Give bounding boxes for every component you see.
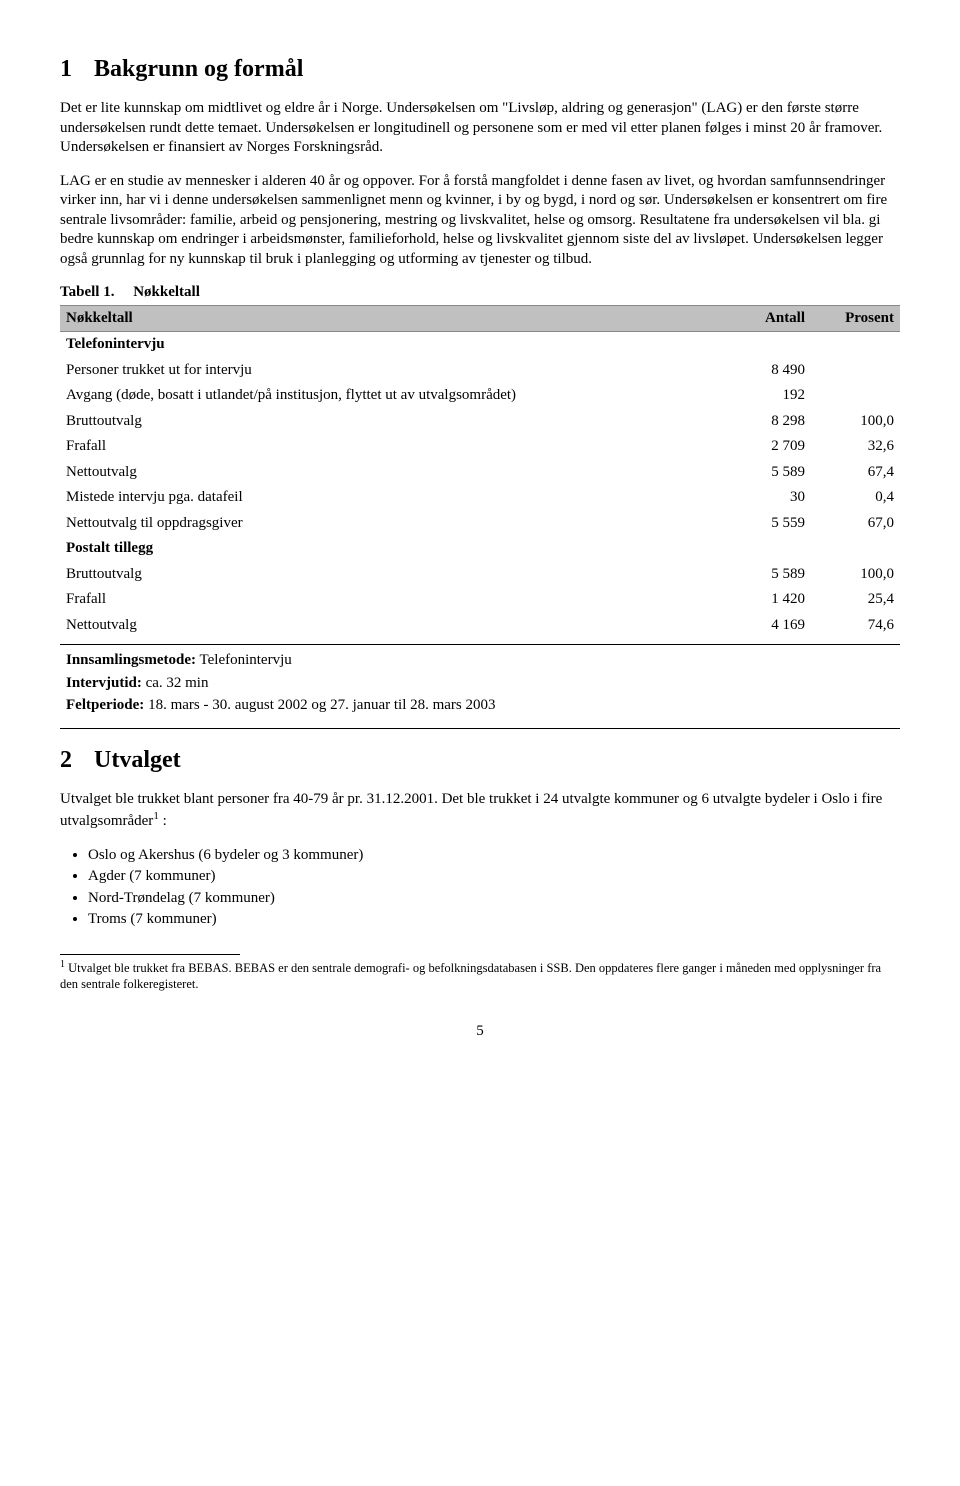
table1-caption: Tabell 1. Nøkkeltall xyxy=(60,283,900,303)
section2-heading: 2 Utvalget xyxy=(60,745,900,776)
table-row: Avgang (døde, bosatt i utlandet/på insti… xyxy=(60,383,900,409)
table-row: Bruttoutvalg8 298100,0 xyxy=(60,409,900,435)
method-line: Innsamlingsmetode: Telefonintervju xyxy=(66,651,894,671)
cell-label: Nettoutvalg xyxy=(60,613,735,639)
cell-antall: 8 490 xyxy=(735,358,811,384)
cell-label: Nettoutvalg til oppdragsgiver xyxy=(60,511,735,537)
section2-number: 2 xyxy=(60,745,88,776)
table-row: Personer trukket ut for intervju8 490 xyxy=(60,358,900,384)
col-antall: Antall xyxy=(735,305,811,332)
table-row: Mistede intervju pga. datafeil300,4 xyxy=(60,485,900,511)
list-item: Agder (7 kommuner) xyxy=(88,867,900,887)
group2-title: Postalt tillegg xyxy=(60,536,900,562)
table-row: Nettoutvalg4 16974,6 xyxy=(60,613,900,639)
method-value: Telefonintervju xyxy=(200,652,292,668)
section2-para1: Utvalget ble trukket blant personer fra … xyxy=(60,790,900,832)
table-row: Frafall2 70932,6 xyxy=(60,434,900,460)
cell-prosent xyxy=(811,383,900,409)
col-label: Nøkkeltall xyxy=(60,305,735,332)
list-item: Oslo og Akershus (6 bydeler og 3 kommune… xyxy=(88,846,900,866)
cell-label: Frafall xyxy=(60,587,735,613)
section1-number: 1 xyxy=(60,54,88,85)
cell-prosent: 74,6 xyxy=(811,613,900,639)
time-value: ca. 32 min xyxy=(146,675,209,691)
cell-label: Frafall xyxy=(60,434,735,460)
list-item: Nord-Trøndelag (7 kommuner) xyxy=(88,889,900,909)
separator xyxy=(60,722,900,729)
table-row: Bruttoutvalg5 589100,0 xyxy=(60,562,900,588)
cell-antall: 5 589 xyxy=(735,460,811,486)
cell-label: Nettoutvalg xyxy=(60,460,735,486)
cell-antall: 8 298 xyxy=(735,409,811,435)
table-header-row: Nøkkeltall Antall Prosent xyxy=(60,305,900,332)
time-label: Intervjutid: xyxy=(66,675,142,691)
cell-prosent: 25,4 xyxy=(811,587,900,613)
footnote: 1 Utvalget ble trukket fra BEBAS. BEBAS … xyxy=(60,959,900,992)
cell-label: Bruttoutvalg xyxy=(60,562,735,588)
period-label: Feltperiode: xyxy=(66,697,144,713)
cell-prosent: 32,6 xyxy=(811,434,900,460)
period-value: 18. mars - 30. august 2002 og 27. januar… xyxy=(148,697,495,713)
cell-prosent: 67,0 xyxy=(811,511,900,537)
cell-antall: 192 xyxy=(735,383,811,409)
group1-title: Telefonintervju xyxy=(60,332,900,358)
section1-para2: LAG er en studie av mennesker i alderen … xyxy=(60,172,900,270)
cell-prosent: 67,4 xyxy=(811,460,900,486)
cell-label: Avgang (døde, bosatt i utlandet/på insti… xyxy=(60,383,735,409)
table-row: Nettoutvalg5 58967,4 xyxy=(60,460,900,486)
cell-antall: 1 420 xyxy=(735,587,811,613)
section1-para1: Det er lite kunnskap om midtlivet og eld… xyxy=(60,99,900,158)
list-item: Troms (7 kommuner) xyxy=(88,910,900,930)
cell-antall: 4 169 xyxy=(735,613,811,639)
page-number: 5 xyxy=(60,1022,900,1042)
cell-label: Personer trukket ut for intervju xyxy=(60,358,735,384)
section2-title: Utvalget xyxy=(94,747,181,773)
col-prosent: Prosent xyxy=(811,305,900,332)
group2-heading-row: Postalt tillegg xyxy=(60,536,900,562)
table1-caption-prefix: Tabell 1. xyxy=(60,284,114,300)
time-line: Intervjutid: ca. 32 min xyxy=(66,674,894,694)
period-line: Feltperiode: 18. mars - 30. august 2002 … xyxy=(66,696,894,716)
footnote-rule xyxy=(60,954,240,955)
section2-para1-text: Utvalget ble trukket blant personer fra … xyxy=(60,791,882,830)
method-label: Innsamlingsmetode: xyxy=(66,652,196,668)
cell-label: Mistede intervju pga. datafeil xyxy=(60,485,735,511)
table-row: Nettoutvalg til oppdragsgiver5 55967,0 xyxy=(60,511,900,537)
section1-title: Bakgrunn og formål xyxy=(94,56,303,82)
table-row: Frafall1 42025,4 xyxy=(60,587,900,613)
cell-antall: 5 589 xyxy=(735,562,811,588)
cell-prosent: 100,0 xyxy=(811,409,900,435)
group1-heading-row: Telefonintervju xyxy=(60,332,900,358)
meta-row: Innsamlingsmetode: Telefonintervju Inter… xyxy=(60,645,900,722)
cell-label: Bruttoutvalg xyxy=(60,409,735,435)
key-figures-table: Nøkkeltall Antall Prosent Telefonintervj… xyxy=(60,305,900,729)
section1-heading: 1 Bakgrunn og formål xyxy=(60,54,900,85)
cell-prosent xyxy=(811,358,900,384)
region-list: Oslo og Akershus (6 bydeler og 3 kommune… xyxy=(88,846,900,930)
section2-para1-tail: : xyxy=(159,813,167,829)
cell-antall: 5 559 xyxy=(735,511,811,537)
footnote-text: Utvalget ble trukket fra BEBAS. BEBAS er… xyxy=(60,961,881,991)
cell-prosent: 100,0 xyxy=(811,562,900,588)
cell-prosent: 0,4 xyxy=(811,485,900,511)
footnote-marker: 1 xyxy=(60,959,65,970)
cell-antall: 2 709 xyxy=(735,434,811,460)
cell-antall: 30 xyxy=(735,485,811,511)
table1-caption-text: Nøkkeltall xyxy=(133,284,200,300)
